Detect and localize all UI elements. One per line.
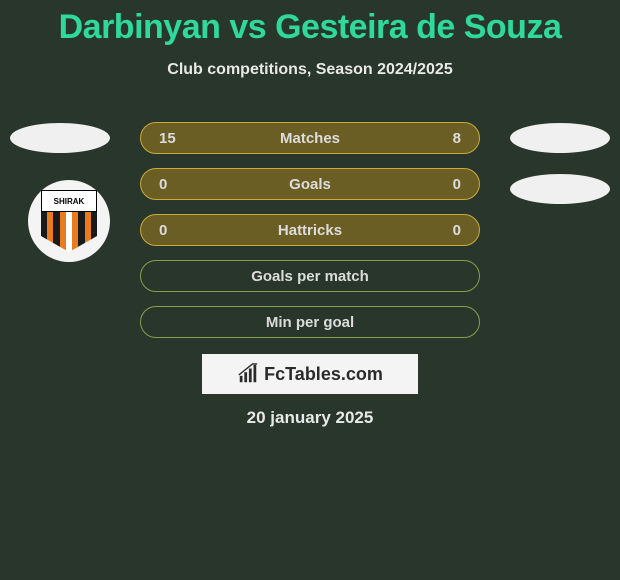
stat-row: Goals per match <box>140 260 480 292</box>
club-badge-text: SHIRAK <box>41 190 97 212</box>
watermark: FcTables.com <box>202 354 418 394</box>
stat-label: Matches <box>141 130 479 147</box>
stat-row: 0Goals0 <box>140 168 480 200</box>
stat-row: 15Matches8 <box>140 122 480 154</box>
subtitle: Club competitions, Season 2024/2025 <box>0 61 620 79</box>
page-title: Darbinyan vs Gesteira de Souza <box>0 0 620 47</box>
bar-chart-icon <box>237 363 259 385</box>
stat-row: Min per goal <box>140 306 480 338</box>
player-right-avatar-placeholder-2 <box>510 174 610 204</box>
watermark-text: FcTables.com <box>264 364 383 385</box>
stat-row: 0Hattricks0 <box>140 214 480 246</box>
player-right-avatar-placeholder-1 <box>510 123 610 153</box>
stats-table: 15Matches8 0Goals0 0Hattricks0 Goals per ma… <box>140 122 480 352</box>
player-left-avatar-placeholder <box>10 123 110 153</box>
stat-label: Goals per match <box>141 268 479 285</box>
club-badge: SHIRAK <box>28 180 110 262</box>
snapshot-date: 20 january 2025 <box>0 408 620 428</box>
club-shield-icon: SHIRAK <box>41 190 97 252</box>
stat-label: Goals <box>141 176 479 193</box>
stat-label: Hattricks <box>141 222 479 239</box>
stat-label: Min per goal <box>141 314 479 331</box>
